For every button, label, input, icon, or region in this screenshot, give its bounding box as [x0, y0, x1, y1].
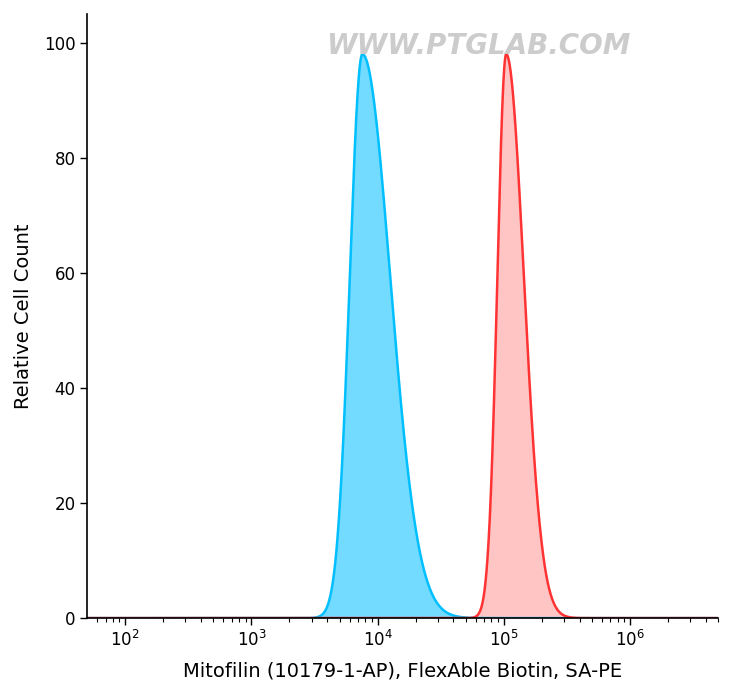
Text: WWW.PTGLAB.COM: WWW.PTGLAB.COM — [326, 32, 631, 60]
X-axis label: Mitofilin (10179-1-AP), FlexAble Biotin, SA-PE: Mitofilin (10179-1-AP), FlexAble Biotin,… — [183, 661, 622, 680]
Y-axis label: Relative Cell Count: Relative Cell Count — [14, 223, 33, 409]
